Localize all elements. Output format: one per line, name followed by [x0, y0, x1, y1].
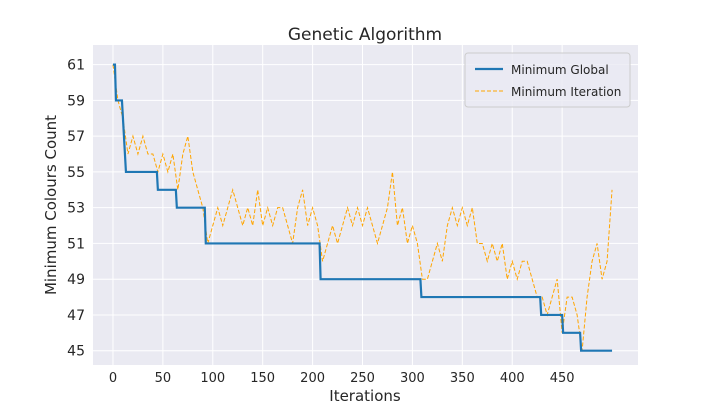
y-tick-label: 47 [67, 308, 85, 324]
y-tick-label: 53 [67, 201, 85, 217]
y-tick-label: 57 [67, 129, 85, 145]
chart-title: Genetic Algorithm [288, 25, 442, 45]
x-tick-label: 100 [200, 371, 225, 386]
legend-label: Minimum Global [511, 63, 609, 77]
x-tick-label: 350 [450, 371, 475, 386]
y-tick-label: 51 [67, 236, 85, 252]
line-series [112, 63, 613, 352]
x-axis-label: Iterations [329, 387, 401, 405]
y-axis-label: Minimum Colours Count [42, 115, 60, 295]
y-tick-label: 55 [67, 165, 85, 181]
y-tick-label: 49 [67, 272, 85, 288]
y-tick-label: 45 [67, 344, 85, 360]
x-tick-label: 450 [550, 371, 575, 386]
y-tick-label: 59 [67, 93, 85, 109]
x-tick-label: 50 [155, 371, 172, 386]
legend-box [464, 52, 631, 108]
x-tick-label: 0 [109, 371, 117, 386]
legend-label: Minimum Iteration [511, 85, 621, 99]
y-tick-label: 61 [67, 58, 85, 74]
line-series [112, 64, 613, 351]
x-tick-label: 150 [250, 371, 275, 386]
legend: Minimum Global Minimum Iteration [464, 52, 631, 108]
x-tick-label: 300 [400, 371, 425, 386]
x-tick-label: 200 [300, 371, 325, 386]
x-tick-label: 400 [500, 371, 525, 386]
x-tick-label: 250 [350, 371, 375, 386]
